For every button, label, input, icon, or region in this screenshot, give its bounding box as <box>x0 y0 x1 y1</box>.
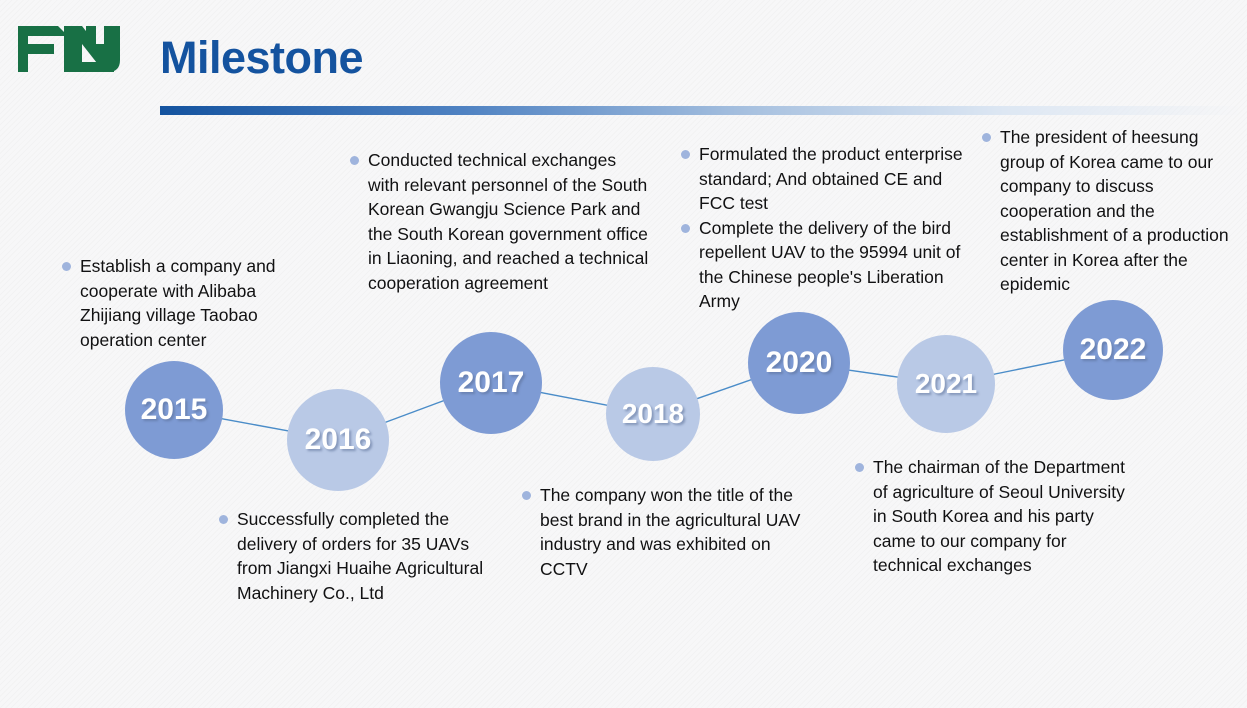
milestone-year-label: 2018 <box>621 398 685 429</box>
note-bullet-text: Conducted technical exchanges with relev… <box>368 150 649 293</box>
note-bullet-row: Conducted technical exchanges with relev… <box>350 148 650 295</box>
milestone-circle-2022[interactable]: 2022 <box>1063 300 1163 400</box>
milestone-year-label: 2017 <box>457 366 525 399</box>
connector-2018-2020 <box>695 378 753 400</box>
milestone-note-2021: The chairman of the Department of agricu… <box>855 455 1125 578</box>
milestone-note-2017: Conducted technical exchanges with relev… <box>350 148 650 295</box>
note-bullet-text: The president of heesung group of Korea … <box>1000 127 1229 294</box>
milestone-year-label: 2021 <box>914 368 978 399</box>
milestone-circle-2016[interactable]: 2016 <box>287 389 389 491</box>
note-bullet-row: The chairman of the Department of agricu… <box>855 455 1125 578</box>
milestone-note-2016: Successfully completed the delivery of o… <box>219 507 487 605</box>
bullet-dot-icon <box>681 150 690 159</box>
milestone-circle-2017[interactable]: 2017 <box>440 332 542 434</box>
milestone-year-label: 2020 <box>765 346 833 379</box>
note-bullet-text: Formulated the product enterprise standa… <box>699 144 963 213</box>
note-bullet-row: Successfully completed the delivery of o… <box>219 507 487 605</box>
note-bullet-row: Formulated the product enterprise standa… <box>681 142 979 216</box>
connector-2015-2016 <box>220 417 290 432</box>
milestone-year-label: 2016 <box>304 423 372 456</box>
connector-2016-2017 <box>383 399 446 424</box>
milestone-year-label: 2022 <box>1079 333 1147 366</box>
title-underline-rule <box>160 106 1242 115</box>
milestone-circle-2015[interactable]: 2015 <box>125 361 223 459</box>
note-bullet-row: Establish a company and cooperate with A… <box>62 254 312 352</box>
bullet-dot-icon <box>982 133 991 142</box>
bullet-dot-icon <box>681 223 690 233</box>
page-title: Milestone <box>160 32 364 83</box>
milestone-circle-2020[interactable]: 2020 <box>748 312 850 414</box>
milestone-note-2020: Formulated the product enterprise standa… <box>681 142 979 314</box>
milestone-note-2018: The company won the title of the best br… <box>522 483 822 581</box>
bullet-dot-icon <box>522 491 531 500</box>
milestone-circle-2021[interactable]: 2021 <box>897 335 995 433</box>
note-bullet-row: The company won the title of the best br… <box>522 483 822 581</box>
note-bullet-text: Establish a company and cooperate with A… <box>80 256 276 350</box>
milestone-year-label: 2015 <box>140 393 208 426</box>
note-bullet-text: Successfully completed the delivery of o… <box>237 509 484 603</box>
bullet-dot-icon <box>219 515 228 524</box>
milestone-circle-2018[interactable]: 2018 <box>606 367 700 461</box>
connector-2017-2018 <box>538 391 609 407</box>
note-bullet-text: The chairman of the Department of agricu… <box>873 457 1125 575</box>
bullet-dot-icon <box>855 463 864 472</box>
milestone-note-2022: The president of heesung group of Korea … <box>982 125 1234 297</box>
fny-logo <box>14 20 126 78</box>
note-bullet-text: The company won the title of the best br… <box>540 485 801 579</box>
bullet-dot-icon <box>62 262 71 271</box>
bullet-dot-icon <box>350 156 359 165</box>
milestone-note-2015: Establish a company and cooperate with A… <box>62 254 312 352</box>
connector-2021-2022 <box>991 358 1067 376</box>
note-bullet-text: Complete the delivery of the bird repell… <box>699 217 961 312</box>
note-bullet-row: The president of heesung group of Korea … <box>982 125 1234 297</box>
note-bullet-row: Complete the delivery of the bird repell… <box>681 216 979 314</box>
connector-2020-2021 <box>847 369 900 379</box>
